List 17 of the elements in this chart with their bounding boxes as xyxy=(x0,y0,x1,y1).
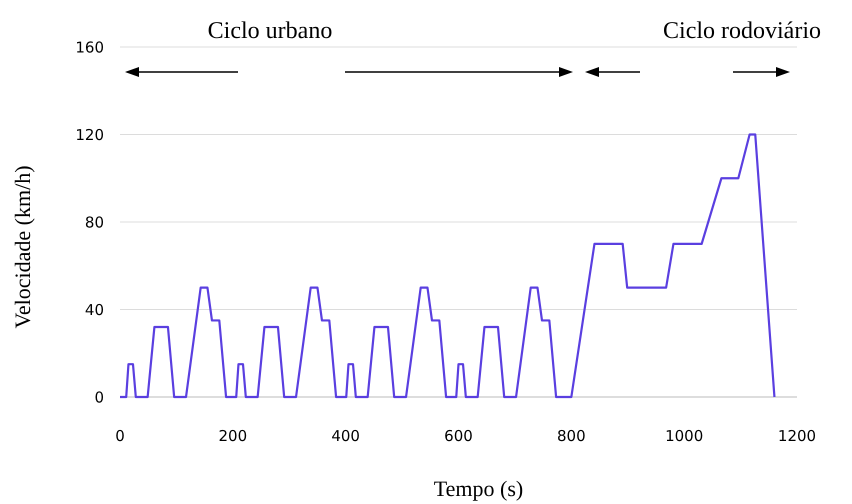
x-tick-label: 200 xyxy=(218,427,248,445)
y-tick-label: 120 xyxy=(75,126,104,144)
x-tick-label: 1000 xyxy=(665,427,704,445)
y-axis-title: Velocidade (km/h) xyxy=(10,165,35,329)
y-tick-label: 80 xyxy=(84,213,104,232)
line-series xyxy=(118,133,776,398)
y-tick-label: 0 xyxy=(94,388,104,406)
x-tick-label: 1200 xyxy=(778,427,816,445)
x-tick-label: 400 xyxy=(331,427,360,445)
y-tick-label: 160 xyxy=(75,38,104,56)
x-axis-title: Tempo (s) xyxy=(434,476,524,501)
y-tick-label: 40 xyxy=(84,300,104,319)
x-tick-label: 800 xyxy=(557,427,586,445)
text: Ciclo urbano xyxy=(208,18,332,44)
x-tick-label: 600 xyxy=(444,427,473,445)
x-tick-label: 0 xyxy=(115,427,125,445)
text: Ciclo rodoviário xyxy=(663,18,821,44)
